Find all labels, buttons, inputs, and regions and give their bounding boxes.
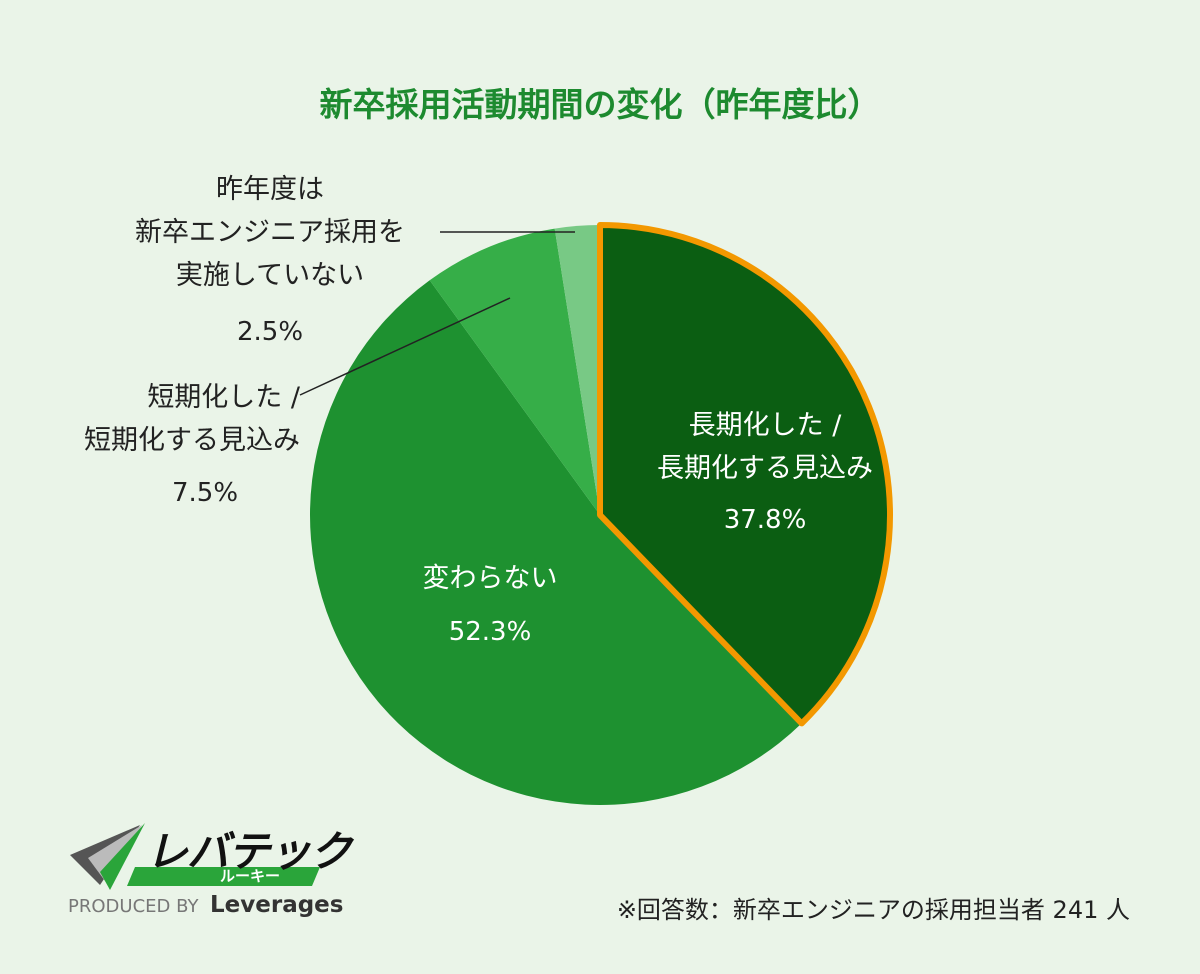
value-label: 52.3% [448,617,532,647]
logo-bar [127,867,320,886]
slice-label: 昨年度は 新卒エンジニア採用を 実施していない [135,174,405,291]
logo-mark [88,825,142,885]
pie-slice [310,280,802,805]
slice-label: 変わらない [422,563,558,594]
leader-line [299,297,511,396]
company: Leverages [210,892,344,918]
value-label: 7.5% [171,478,239,508]
produced-by: PRODUCED BY [68,896,199,917]
slice-label: 短期化した / 短期化する見込み [84,382,300,456]
pie-slice [597,222,893,727]
pie-slice [429,228,600,515]
slice-label: 長期化した / 長期化する見込み [657,410,873,484]
pie-slice [554,225,600,515]
pie [310,222,893,805]
logo-sub: ルーキー [219,867,280,885]
value-label: 37.8% [723,505,807,535]
logo-mark [100,823,145,890]
footnote: ※回答数：新卒エンジニアの採用担当者 241 人 [616,896,1130,924]
logo-name: レバテック [146,827,352,876]
value-label: 2.5% [236,317,304,347]
chart-title: 新卒採用活動期間の変化（昨年度比） [319,85,881,124]
